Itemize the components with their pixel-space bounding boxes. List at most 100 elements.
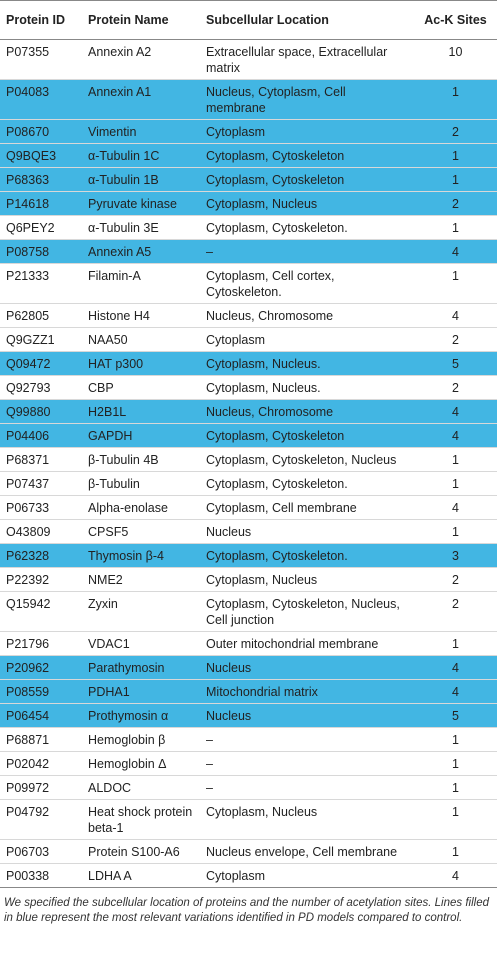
- table-cell: 1: [412, 79, 497, 120]
- table-cell: Cytoplasm: [200, 119, 412, 144]
- table-cell: Annexin A2: [82, 39, 200, 80]
- table-cell: α-Tubulin 1B: [82, 167, 200, 192]
- table-row: P07355 Annexin A2 Extracellular space, Ext…: [0, 39, 497, 80]
- table-cell: P07437: [0, 471, 82, 496]
- table-cell: 2: [412, 567, 497, 592]
- table-cell: Cytoplasm, Cytoskeleton, Nucleus, Cell j…: [200, 591, 412, 632]
- table-cell: P07355: [0, 39, 82, 80]
- table-cell: –: [200, 727, 412, 752]
- table-cell: Cytoplasm, Nucleus.: [200, 375, 412, 400]
- table-cell: –: [200, 751, 412, 776]
- table-cell: Cytoplasm, Nucleus.: [200, 351, 412, 376]
- table-cell: P68371: [0, 447, 82, 472]
- header-row: Protein ID Protein Name Subcellular Locati…: [0, 0, 497, 40]
- table-cell: P04792: [0, 799, 82, 840]
- table-cell: Cytoplasm, Nucleus: [200, 567, 412, 592]
- table-row: P09972 ALDOC –1: [0, 775, 497, 800]
- table-row: P07437 β-Tubulin Cytoplasm, Cytoskeleton. 1: [0, 471, 497, 496]
- table-cell: 1: [412, 839, 497, 864]
- table-cell: VDAC1: [82, 631, 200, 656]
- table-cell: Parathymosin: [82, 655, 200, 680]
- table-row: P14618 Pyruvate kinase Cytoplasm, Nucleus 2: [0, 191, 497, 216]
- table-cell: P62328: [0, 543, 82, 568]
- table-cell: 1: [412, 519, 497, 544]
- table-cell: 2: [412, 327, 497, 352]
- table-cell: P06703: [0, 839, 82, 864]
- table-cell: Annexin A5: [82, 239, 200, 264]
- table-cell: Cytoplasm, Cytoskeleton: [200, 167, 412, 192]
- table-row: P08670 Vimentin Cytoplasm 2: [0, 119, 497, 144]
- table-cell: 1: [412, 799, 497, 840]
- table-cell: Prothymosin α: [82, 703, 200, 728]
- table-cell: 4: [412, 655, 497, 680]
- table-row: P22392 NME2 Cytoplasm, Nucleus 2: [0, 567, 497, 592]
- table-cell: 4: [412, 423, 497, 448]
- table-cell: 4: [412, 863, 497, 888]
- table-row: P04792 Heat shock protein beta-1 Cytoplasm…: [0, 799, 497, 840]
- table-cell: NAA50: [82, 327, 200, 352]
- table-cell: 2: [412, 375, 497, 400]
- table-cell: P04406: [0, 423, 82, 448]
- table-cell: Mitochondrial matrix: [200, 679, 412, 704]
- table-row: Q09472 HAT p300 Cytoplasm, Nucleus. 5: [0, 351, 497, 376]
- table-cell: CPSF5: [82, 519, 200, 544]
- table-cell: H2B1L: [82, 399, 200, 424]
- table-cell: GAPDH: [82, 423, 200, 448]
- table-cell: Nucleus envelope, Cell membrane: [200, 839, 412, 864]
- table-cell: Hemoglobin β: [82, 727, 200, 752]
- table-cell: P02042: [0, 751, 82, 776]
- table-row: Q92793 CBP Cytoplasm, Nucleus. 2: [0, 375, 497, 400]
- table-cell: P22392: [0, 567, 82, 592]
- table-cell: Nucleus: [200, 519, 412, 544]
- table-cell: Cytoplasm, Cell cortex, Cytoskeleton.: [200, 263, 412, 304]
- table-cell: P06454: [0, 703, 82, 728]
- table-row: P68871 Hemoglobin β –1: [0, 727, 497, 752]
- table-cell: P68363: [0, 167, 82, 192]
- table-cell: Filamin-A: [82, 263, 200, 304]
- table-cell: P06733: [0, 495, 82, 520]
- table-cell: Thymosin β-4: [82, 543, 200, 568]
- table-cell: 1: [412, 751, 497, 776]
- table-row: P06703 Protein S100-A6 Nucleus envelope, C…: [0, 839, 497, 864]
- table-body: P07355 Annexin A2 Extracellular space, Ext…: [0, 39, 497, 888]
- table-row: Q6PEY2 α-Tubulin 3E Cytoplasm, Cytoskeleto…: [0, 215, 497, 240]
- table-cell: Heat shock protein beta-1: [82, 799, 200, 840]
- table-cell: –: [200, 239, 412, 264]
- table-cell: P09972: [0, 775, 82, 800]
- table-cell: P04083: [0, 79, 82, 120]
- table-cell: β-Tubulin 4B: [82, 447, 200, 472]
- table-row: Q99880 H2B1L Nucleus, Chromosome 4: [0, 399, 497, 424]
- table-cell: ALDOC: [82, 775, 200, 800]
- column-header: Subcellular Location: [200, 0, 412, 40]
- table-cell: CBP: [82, 375, 200, 400]
- table-cell: Protein S100-A6: [82, 839, 200, 864]
- table-cell: Q92793: [0, 375, 82, 400]
- table-cell: Alpha-enolase: [82, 495, 200, 520]
- table-row: P62328 Thymosin β-4 Cytoplasm, Cytoskeleto…: [0, 543, 497, 568]
- caption: We specified the subcellular location of…: [4, 897, 489, 924]
- table-cell: Histone H4: [82, 303, 200, 328]
- table-cell: Zyxin: [82, 591, 200, 632]
- table-cell: HAT p300: [82, 351, 200, 376]
- table-cell: 1: [412, 775, 497, 800]
- table-cell: α-Tubulin 1C: [82, 143, 200, 168]
- table-cell: O43809: [0, 519, 82, 544]
- table-row: Q9GZZ1 NAA50 Cytoplasm 2: [0, 327, 497, 352]
- table-cell: P08559: [0, 679, 82, 704]
- protein-table: Protein ID Protein Name Subcellular Locati…: [0, 0, 497, 888]
- table-cell: Q15942: [0, 591, 82, 632]
- table-cell: 1: [412, 727, 497, 752]
- table-cell: Hemoglobin Δ: [82, 751, 200, 776]
- table-cell: Nucleus, Cytoplasm, Cell membrane: [200, 79, 412, 120]
- table-cell: Cytoplasm, Cytoskeleton, Nucleus: [200, 447, 412, 472]
- table-cell: 2: [412, 191, 497, 216]
- table-cell: Cytoplasm, Cytoskeleton.: [200, 215, 412, 240]
- table-cell: 4: [412, 303, 497, 328]
- table-row: P02042 Hemoglobin Δ –1: [0, 751, 497, 776]
- table-cell: NME2: [82, 567, 200, 592]
- table-row: P06733 Alpha-enolase Cytoplasm, Cell membr…: [0, 495, 497, 520]
- table-cell: 1: [412, 215, 497, 240]
- table-row: O43809 CPSF5 Nucleus 1: [0, 519, 497, 544]
- table-cell: P21333: [0, 263, 82, 304]
